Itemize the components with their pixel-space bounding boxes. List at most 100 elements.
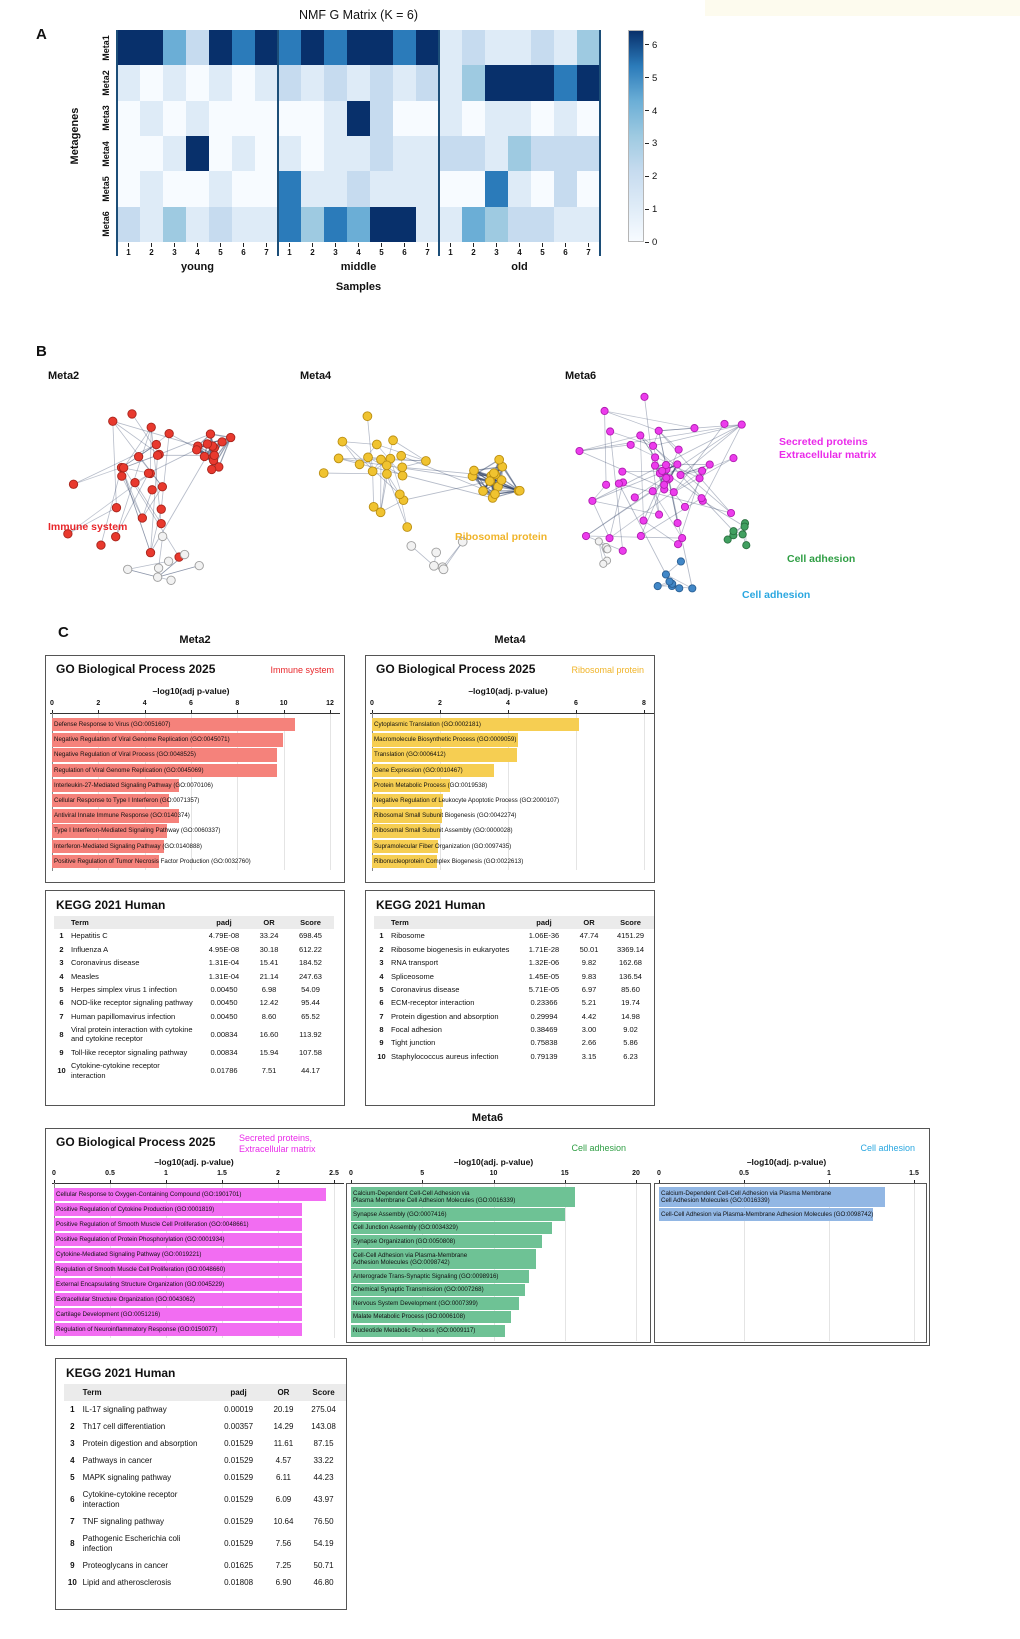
- meta2-column-title: Meta2: [179, 634, 211, 646]
- gridline: [914, 1184, 915, 1341]
- x-tick-label: 1.5: [217, 1170, 227, 1177]
- gridline: [237, 714, 239, 870]
- go-term-bar: [52, 763, 277, 777]
- kegg-table-meta2: Term padj OR Score 1 Hepatitis C 4.79E-08 33.24…: [54, 916, 344, 1082]
- network-edge: [372, 471, 375, 507]
- network-node: [649, 441, 658, 450]
- go-annotation-ribosomal-protein: Ribosomal protein: [571, 665, 644, 675]
- go-term-label: Nucleotide Metabolic Process (GO:0009117…: [353, 1327, 476, 1335]
- network-edge: [142, 486, 163, 519]
- go-bar-chart-meta4: –log10(adj. p-value) 0 2 4 6 8 Cytoplasmic Tra…: [370, 684, 654, 880]
- network-edge: [150, 509, 162, 553]
- x-axis-title: –log10(adj. p-value): [154, 1157, 234, 1167]
- kegg-term-cell: IL-17 signaling pathway: [82, 1404, 167, 1414]
- heatmap-tick-mark: [358, 243, 359, 247]
- heatmap-cell: [209, 206, 232, 242]
- colorbar-tick-label: 2: [652, 171, 658, 183]
- heatmap-cell: [531, 135, 554, 172]
- x-tick-label: 8: [235, 700, 240, 707]
- network-edge: [610, 431, 654, 447]
- network-node: [226, 432, 236, 443]
- network-node: [153, 563, 164, 573]
- kegg-term-cell: Protein digestion and absorption: [82, 1438, 198, 1448]
- heatmap-tick-label: 5: [379, 248, 384, 257]
- x-tick-mark: [440, 710, 441, 713]
- heatmap-cell: [163, 171, 186, 207]
- heatmap-cell: [577, 65, 600, 101]
- network-edge: [579, 424, 742, 452]
- network-edge: [585, 490, 653, 537]
- go-term-bar: [372, 854, 437, 869]
- network-node: [469, 465, 479, 476]
- network-annotation-line: Secreted proteins: [779, 436, 868, 448]
- heatmap-cell: [462, 100, 485, 136]
- network-edge: [643, 520, 679, 545]
- go-term-label: Interleukin-27-Mediated Signaling Pathwa…: [54, 781, 213, 789]
- x-tick-label: 0: [657, 1170, 661, 1177]
- network-edge: [673, 457, 734, 493]
- heatmap-cell: [393, 65, 416, 101]
- heatmap-tick-label: 3: [333, 248, 338, 257]
- kegg-row: 8 Focal adhesion 0.38469 3.00 9.02: [374, 1023, 654, 1036]
- heatmap-cell: [255, 206, 278, 242]
- network-node: [676, 557, 685, 566]
- x-tick-mark: [636, 1180, 637, 1183]
- network-annotation-line: Cell adhesion: [742, 589, 811, 601]
- heatmap-cell: [324, 171, 347, 207]
- heatmap-cell: [186, 135, 209, 172]
- network-edge: [121, 475, 143, 519]
- x-tick-label: 6: [189, 700, 193, 707]
- network-node: [600, 406, 609, 416]
- go-header: GO Biological Process 2025: [56, 662, 216, 676]
- kegg-rank-cell: 5: [59, 984, 64, 994]
- network-node: [371, 439, 382, 450]
- heatmap-tick-label: 6: [402, 248, 407, 257]
- heatmap-cell: [324, 65, 347, 101]
- heatmap-cell: [232, 65, 255, 101]
- network-edge: [134, 482, 162, 524]
- heatmap-cell: [324, 135, 347, 172]
- heatmap-cell: [416, 206, 439, 242]
- heatmap-tick-mark: [427, 243, 428, 247]
- kegg-rank-cell: 2: [379, 944, 384, 954]
- network-node: [636, 531, 645, 541]
- network-edge: [680, 464, 710, 476]
- network-node: [394, 489, 405, 500]
- network-node: [192, 445, 202, 455]
- network-node: [661, 570, 670, 579]
- go-term-label: Cell-Cell Adhesion via Plasma-Membrane A…: [661, 1210, 874, 1218]
- network-edge: [658, 430, 693, 589]
- colorbar-tick-mark: [645, 142, 649, 144]
- heatmap-cell: [577, 206, 600, 242]
- heatmap-cell: [485, 30, 508, 66]
- kegg-value-cell: 21.14: [259, 971, 279, 981]
- go-term-bar: [52, 794, 169, 808]
- go-term-label: Cell Junction Assembly (GO:0034329): [353, 1224, 458, 1232]
- heatmap-cell: [347, 206, 370, 242]
- heatmap-tick-label: 6: [563, 248, 568, 257]
- kegg-term-cell: MAPK signaling pathway: [82, 1472, 172, 1482]
- heatmap-cell: [117, 100, 140, 136]
- colorbar-tick-mark: [645, 44, 649, 46]
- network-edge: [618, 483, 732, 514]
- kegg-rank-cell: 3: [59, 958, 64, 968]
- go-term-label: Nervous System Development (GO:0007399): [353, 1299, 478, 1307]
- heatmap-cell: [278, 135, 301, 172]
- heatmap-cell: [508, 100, 531, 136]
- kegg-value-cell: 0.29994: [530, 1011, 558, 1021]
- go-annotation-immune-system: Immune system: [270, 665, 334, 675]
- heatmap-cell: [393, 206, 416, 242]
- network-edge: [640, 497, 702, 537]
- heatmap-cell: [301, 171, 324, 207]
- heatmap-tick-mark: [243, 243, 244, 247]
- kegg-value-cell: 0.75838: [530, 1038, 558, 1048]
- go-term-bar: [54, 1278, 302, 1291]
- kegg-term-cell: Human papillomavirus infection: [71, 1011, 176, 1021]
- network-meta6: Meta6 Secreted proteins Extracellular mat…: [553, 368, 1020, 628]
- network-node: [705, 460, 714, 469]
- heatmap-cell: [163, 206, 186, 242]
- gridline: [829, 1184, 830, 1341]
- go-term-bar: [351, 1235, 542, 1248]
- kegg-term-cell: Staphylococcus aureus infection: [391, 1051, 499, 1061]
- network-edge: [157, 565, 200, 578]
